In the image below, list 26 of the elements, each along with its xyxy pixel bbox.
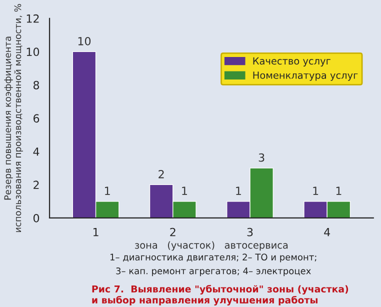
y-tick-label: 12: [26, 14, 39, 23]
data-label: 1: [182, 186, 187, 195]
y-tick-label: 8: [33, 80, 40, 90]
data-label: 10: [78, 36, 91, 46]
x-tick-label: 1: [93, 228, 98, 236]
y-axis-title: Резерв повышения коэффициента использования производственной мощности, %: [4, 4, 23, 232]
y-tick-label: 10: [26, 48, 40, 56]
data-label: 1: [313, 186, 318, 195]
y-tick-label: 4: [33, 148, 40, 156]
x-axis-title: зона (участок) автосервиса: [135, 241, 288, 251]
y-tick-label: 6: [34, 114, 40, 123]
data-label: 3: [258, 153, 264, 162]
data-label: 2: [158, 170, 164, 178]
y-tick-label: 2: [34, 180, 39, 189]
text: Рис 7. Выявление "убыточной" зоны (участка) и выбор направления улучшения работы: [92, 284, 348, 306]
data-label: 1: [336, 186, 342, 195]
data-label: 1: [236, 186, 241, 195]
text: 1– диагностика двигателя; 2– ТО и ремонт;: [110, 254, 316, 262]
text: 3– кап. ремонт агрегатов; 4– электроцех: [116, 267, 311, 276]
y-tick-label: 0: [33, 214, 40, 222]
x-tick-label: 2: [170, 228, 176, 236]
legend-label: Номенклатура услуг: [253, 72, 358, 81]
legend-label: Качество услуг: [253, 57, 330, 67]
data-label: 1: [105, 186, 110, 195]
x-tick-label: 3: [247, 228, 253, 236]
x-tick-label: 4: [324, 228, 330, 236]
